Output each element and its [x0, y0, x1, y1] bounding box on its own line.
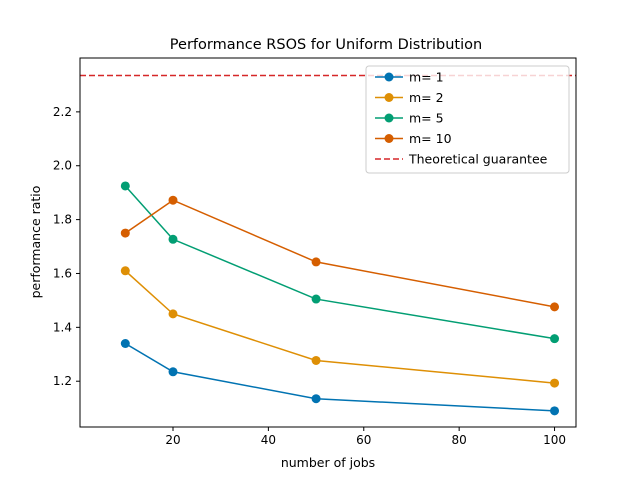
series-line-4	[124, 199, 555, 308]
series-line-1	[124, 342, 555, 412]
data-point	[120, 339, 130, 349]
legend: m= 1 m= 2 m= 5 m= 10 Theoretical guarantee	[365, 65, 570, 174]
data-point	[311, 294, 321, 304]
data-point	[311, 257, 321, 267]
y-tick-label: 2.0	[53, 159, 72, 173]
legend-marker-swatch	[384, 113, 394, 123]
data-point	[120, 228, 130, 238]
data-point	[550, 378, 560, 388]
legend-label: m= 5	[409, 111, 444, 126]
y-tick-label: 1.2	[53, 374, 72, 388]
series-line-3	[124, 185, 555, 340]
legend-marker-swatch	[384, 72, 394, 82]
data-point	[168, 234, 178, 244]
plot-area	[80, 74, 576, 416]
series-line-2	[124, 270, 555, 384]
x-axis-label: number of jobs	[281, 455, 375, 470]
data-point	[168, 367, 178, 377]
legend-marker-swatch	[384, 93, 394, 102]
x-tick-label: 40	[261, 433, 276, 447]
x-tick-label: 100	[543, 433, 566, 447]
data-point	[120, 181, 130, 191]
axis-ticks: 20 40 60 80 100 1.2 1.4 1.6 1.8 2.0 2.2	[53, 105, 566, 447]
y-axis-label: performance ratio	[28, 186, 43, 299]
legend-label: Theoretical guarantee	[408, 152, 548, 167]
data-point	[168, 195, 178, 205]
legend-marker-swatch	[384, 134, 394, 143]
y-tick-label: 1.4	[53, 320, 72, 334]
x-tick-label: 20	[165, 433, 180, 447]
y-tick-label: 2.2	[53, 105, 72, 119]
y-tick-label: 1.6	[53, 266, 72, 280]
data-point	[550, 302, 560, 312]
data-point	[120, 266, 130, 276]
axes-frame	[79, 57, 577, 428]
x-tick-label: 80	[452, 433, 467, 447]
legend-label: m= 1	[409, 70, 444, 85]
data-point	[311, 394, 321, 404]
legend-label: m= 2	[409, 90, 444, 105]
x-tick-label: 60	[356, 433, 371, 447]
data-point	[550, 406, 560, 416]
chart-title: Performance RSOS for Uniform Distributio…	[170, 37, 482, 53]
data-point	[311, 355, 321, 365]
data-point	[550, 334, 560, 344]
data-point	[168, 309, 178, 319]
legend-box	[365, 65, 570, 174]
y-tick-label: 1.8	[53, 213, 72, 227]
legend-label: m= 10	[409, 131, 452, 146]
